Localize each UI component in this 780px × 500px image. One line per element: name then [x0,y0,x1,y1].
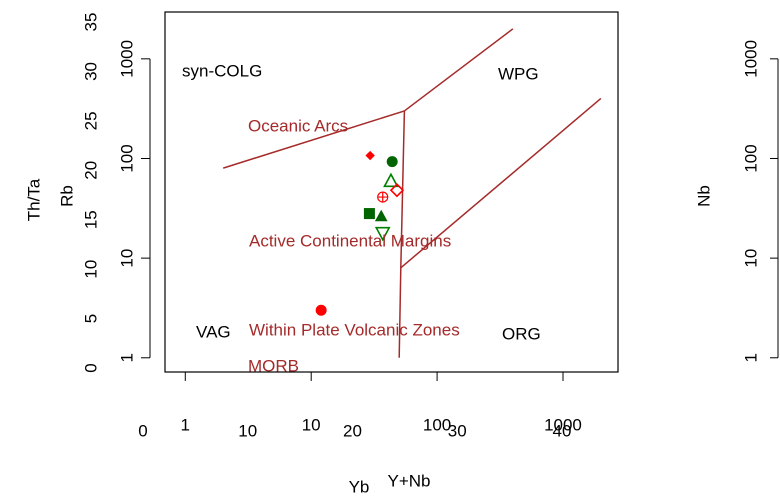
field-label: Active Continental Margins [249,231,451,250]
field-line [403,28,514,112]
y-tick-label: 10 [81,260,100,279]
x-tick-label: 10 [238,421,257,440]
field-label: Within Plate Volcanic Zones [249,320,460,339]
field-label: Oceanic Arcs [248,116,348,135]
y-axis-label: Nb [694,185,713,207]
y-axis-label: Th/Ta [24,178,43,221]
x-axis-label: Y+Nb [388,471,431,490]
x-tick-label: 1 [181,415,190,434]
y-tick-label: 10 [741,249,760,268]
y-tick-label: 100 [741,144,760,172]
y-tick-label: 1000 [117,40,136,78]
point [383,172,399,188]
point [363,208,375,220]
y-tick-label: 30 [81,62,100,81]
field-label: VAG [196,322,231,341]
x-tick-label: 1000 [544,415,582,434]
field-label: ORG [502,324,541,343]
y-tick-label: 35 [81,13,100,32]
y-tick-label: 1000 [741,40,760,78]
x-tick-label: 20 [343,421,362,440]
point [386,156,398,168]
x-tick-label: 10 [302,415,321,434]
x-tick-label: 40 [553,421,572,440]
y-tick-label: 1 [117,353,136,362]
y-tick-label: 0 [81,363,100,372]
x-axis-label: Yb [349,477,370,496]
field-line [400,97,602,269]
y-tick-label: 20 [81,161,100,180]
point [374,226,391,242]
field-line [222,110,405,169]
field-label: MORB [248,356,299,375]
y-tick-label: 100 [117,144,136,172]
point [389,183,405,198]
field-label: WPG [498,64,539,83]
point [377,191,389,203]
x-tick-label: 30 [448,421,467,440]
y-axis-label: Rb [57,185,76,207]
point [365,150,375,161]
x-tick-label: 100 [423,415,451,434]
y-tick-label: 5 [81,314,100,323]
y-tick-label: 25 [81,111,100,130]
y-tick-label: 1 [741,353,760,362]
point [315,304,327,316]
x-tick-label: 0 [138,421,147,440]
y-tick-label: 15 [81,210,100,229]
y-tick-label: 10 [117,249,136,268]
point [374,209,388,222]
field-label: syn-COLG [182,61,262,80]
